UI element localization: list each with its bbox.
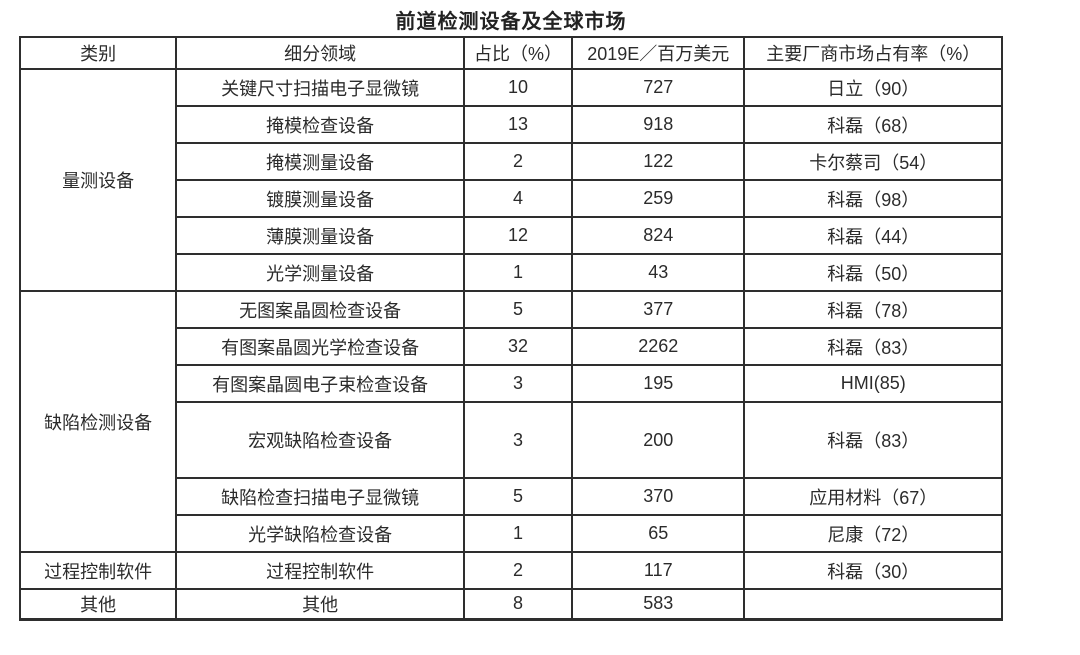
value-cell: 43	[571, 253, 746, 292]
value-cell: 200	[571, 401, 746, 479]
value-cell: 65	[571, 514, 746, 553]
vendor-cell: 科磊（78）	[743, 290, 1003, 329]
vendor-cell: 科磊（83）	[743, 327, 1003, 366]
table-row: 掩模测量设备 2 122 卡尔蔡司（54）	[20, 142, 1003, 181]
table-row: 镀膜测量设备 4 259 科磊（98）	[20, 179, 1003, 218]
category-cell-measurement: 量测设备	[18, 68, 178, 292]
segment-cell: 关键尺寸扫描电子显微镜	[175, 68, 465, 107]
segment-cell: 镀膜测量设备	[175, 179, 465, 218]
segment-cell: 其他	[175, 588, 465, 620]
vendor-cell: 卡尔蔡司（54）	[743, 142, 1003, 181]
vendor-cell: 日立（90）	[743, 68, 1003, 107]
value-cell: 918	[571, 105, 746, 144]
table-row: 有图案晶圆电子束检查设备 3 195 HMI(85)	[20, 364, 1003, 403]
market-table: 类别 细分领域 占比（%） 2019E／百万美元 主要厂商市场占有率（%） 量测…	[18, 36, 1003, 621]
category-cell-process-control: 过程控制软件	[18, 551, 178, 590]
segment-cell: 光学缺陷检查设备	[175, 514, 465, 553]
share-cell: 13	[462, 105, 574, 144]
value-cell: 824	[571, 216, 746, 255]
share-cell: 32	[462, 327, 574, 366]
header-cell-share: 占比（%）	[462, 36, 574, 70]
share-cell: 1	[462, 514, 574, 553]
value-cell: 377	[571, 290, 746, 329]
share-cell: 3	[462, 401, 574, 479]
segment-cell: 有图案晶圆电子束检查设备	[175, 364, 465, 403]
share-cell: 1	[462, 253, 574, 292]
table-row: 薄膜测量设备 12 824 科磊（44）	[20, 216, 1003, 255]
share-cell: 10	[462, 68, 574, 107]
vendor-cell: 科磊（50）	[743, 253, 1003, 292]
table-row: 光学缺陷检查设备 1 65 尼康（72）	[20, 514, 1003, 553]
table-row: 缺陷检测设备 无图案晶圆检查设备 5 377 科磊（78）	[18, 290, 1003, 553]
share-cell: 8	[462, 588, 574, 620]
share-cell: 5	[462, 477, 574, 516]
value-cell: 583	[571, 588, 746, 620]
segment-cell: 薄膜测量设备	[175, 216, 465, 255]
share-cell: 12	[462, 216, 574, 255]
segment-cell: 有图案晶圆光学检查设备	[175, 327, 465, 366]
table-row: 量测设备 关键尺寸扫描电子显微镜 10 727 日立（90）	[18, 68, 1003, 292]
vendor-cell: 尼康（72）	[743, 514, 1003, 553]
table-row: 缺陷检查扫描电子显微镜 5 370 应用材料（67）	[20, 477, 1003, 516]
vendor-cell	[743, 588, 1003, 620]
header-cell-value: 2019E／百万美元	[571, 36, 746, 70]
category-cell-defect-inspection: 缺陷检测设备	[18, 290, 178, 553]
header-cell-category: 类别	[18, 36, 178, 70]
segment-cell: 宏观缺陷检查设备	[175, 401, 465, 479]
table-row: 掩模检查设备 13 918 科磊（68）	[20, 105, 1003, 144]
vendor-cell: 科磊（98）	[743, 179, 1003, 218]
segment-cell: 过程控制软件	[175, 551, 465, 590]
segment-cell: 光学测量设备	[175, 253, 465, 292]
table-row: 有图案晶圆光学检查设备 32 2262 科磊（83）	[20, 327, 1003, 366]
segment-cell: 缺陷检查扫描电子显微镜	[175, 477, 465, 516]
vendor-cell: 科磊（44）	[743, 216, 1003, 255]
value-cell: 122	[571, 142, 746, 181]
share-cell: 2	[462, 142, 574, 181]
vendor-cell: 科磊（68）	[743, 105, 1003, 144]
page-title: 前道检测设备及全球市场	[395, 11, 627, 33]
share-cell: 2	[462, 551, 574, 590]
table-row: 过程控制软件 过程控制软件 2 117 科磊（30）	[18, 551, 1003, 590]
vendor-cell: HMI(85)	[743, 364, 1003, 403]
value-cell: 2262	[571, 327, 746, 366]
value-cell: 117	[571, 551, 746, 590]
value-cell: 727	[571, 68, 746, 107]
share-cell: 5	[462, 290, 574, 329]
value-cell: 259	[571, 179, 746, 218]
header-cell-vendor: 主要厂商市场占有率（%）	[743, 36, 1003, 70]
segment-cell: 掩模测量设备	[175, 142, 465, 181]
value-cell: 195	[571, 364, 746, 403]
vendor-cell: 应用材料（67）	[743, 477, 1003, 516]
vendor-cell: 科磊（30）	[743, 551, 1003, 590]
table-row: 其他 其他 8 583	[18, 588, 1003, 620]
share-cell: 4	[462, 179, 574, 218]
value-cell: 370	[571, 477, 746, 516]
header-row: 类别 细分领域 占比（%） 2019E／百万美元 主要厂商市场占有率（%）	[18, 36, 1003, 70]
segment-cell: 无图案晶圆检查设备	[175, 290, 465, 329]
category-cell-other: 其他	[18, 588, 178, 620]
header-cell-segment: 细分领域	[175, 36, 465, 70]
table-row: 光学测量设备 1 43 科磊（50）	[20, 253, 1003, 292]
table-row: 宏观缺陷检查设备 3 200 科磊（83）	[20, 401, 1003, 479]
segment-cell: 掩模检查设备	[175, 105, 465, 144]
vendor-cell: 科磊（83）	[743, 401, 1003, 479]
share-cell: 3	[462, 364, 574, 403]
